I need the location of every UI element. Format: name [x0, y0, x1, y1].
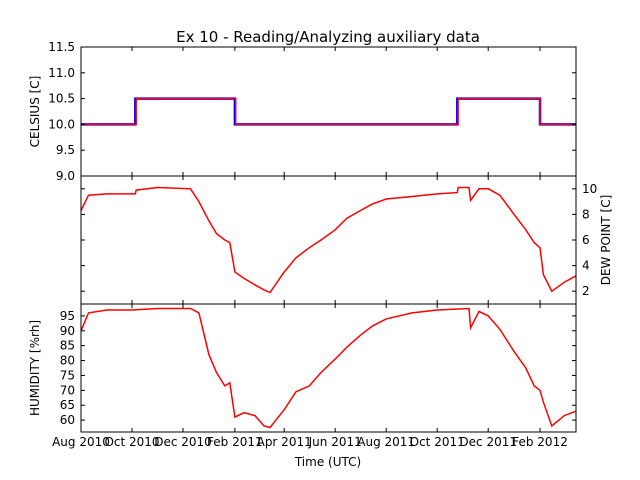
y-tick-label: 65 — [60, 398, 75, 412]
y-tick-label: 80 — [60, 354, 75, 368]
y-tick-label: 10.5 — [48, 92, 75, 106]
x-tick-label: Dec 2010 — [154, 435, 212, 449]
series-line-1-2 — [81, 97, 576, 126]
y-tick-label: 2 — [582, 284, 590, 298]
x-tick-label: Apr 2011 — [257, 435, 312, 449]
y-axis-label: DEW POINT [C] — [599, 195, 613, 286]
y-axis-label: CELSIUS [C] — [28, 76, 42, 148]
y-tick-label: 95 — [60, 309, 75, 323]
panel-1: 9.0 9.5 10.0 10.5 11.0 11.5 CELSIUS [C] — [28, 40, 577, 183]
x-axis-label: Time (UTC) — [294, 455, 361, 469]
y-tick-label: 11.5 — [48, 40, 75, 54]
y-tick-label: 9.5 — [56, 143, 75, 157]
x-tick-label: Feb 2012 — [512, 435, 568, 449]
y-tick-label: 60 — [60, 413, 75, 427]
x-tick-label: Feb 2011 — [207, 435, 263, 449]
x-tick-label: Oct 2010 — [104, 435, 159, 449]
series-line-3-1 — [80, 307, 577, 429]
y-tick-label: 75 — [60, 368, 75, 382]
panel-frame — [80, 303, 577, 433]
series-line-2-1 — [80, 186, 577, 294]
x-tick-label: Oct 2011 — [410, 435, 465, 449]
y-tick-label: 10.0 — [48, 117, 75, 131]
chart-title: Ex 10 - Reading/Analyzing auxiliary data — [176, 28, 480, 46]
x-tick-label: Jun 2011 — [308, 435, 362, 449]
y-tick-label: 4 — [582, 259, 590, 273]
x-tick-label: Aug 2011 — [357, 435, 415, 449]
y-tick-label: 85 — [60, 339, 75, 353]
y-tick-label: 70 — [60, 383, 75, 397]
y-tick-label: 8 — [582, 207, 590, 221]
x-tick-label: Aug 2010 — [52, 435, 110, 449]
y-tick-label: 11.0 — [48, 66, 75, 80]
y-axis-label: HUMIDITY [%rh] — [28, 320, 42, 416]
y-tick-label: 9.0 — [56, 169, 75, 183]
y-tick-label: 90 — [60, 324, 75, 338]
chart-panels: 9.0 9.5 10.0 10.5 11.0 11.5 CELSIUS [C] 2 4 6 8 10D… — [28, 40, 613, 433]
y-tick-label: 6 — [582, 233, 590, 247]
x-tick-label: Dec 2011 — [459, 435, 517, 449]
y-tick-label: 10 — [582, 182, 597, 196]
